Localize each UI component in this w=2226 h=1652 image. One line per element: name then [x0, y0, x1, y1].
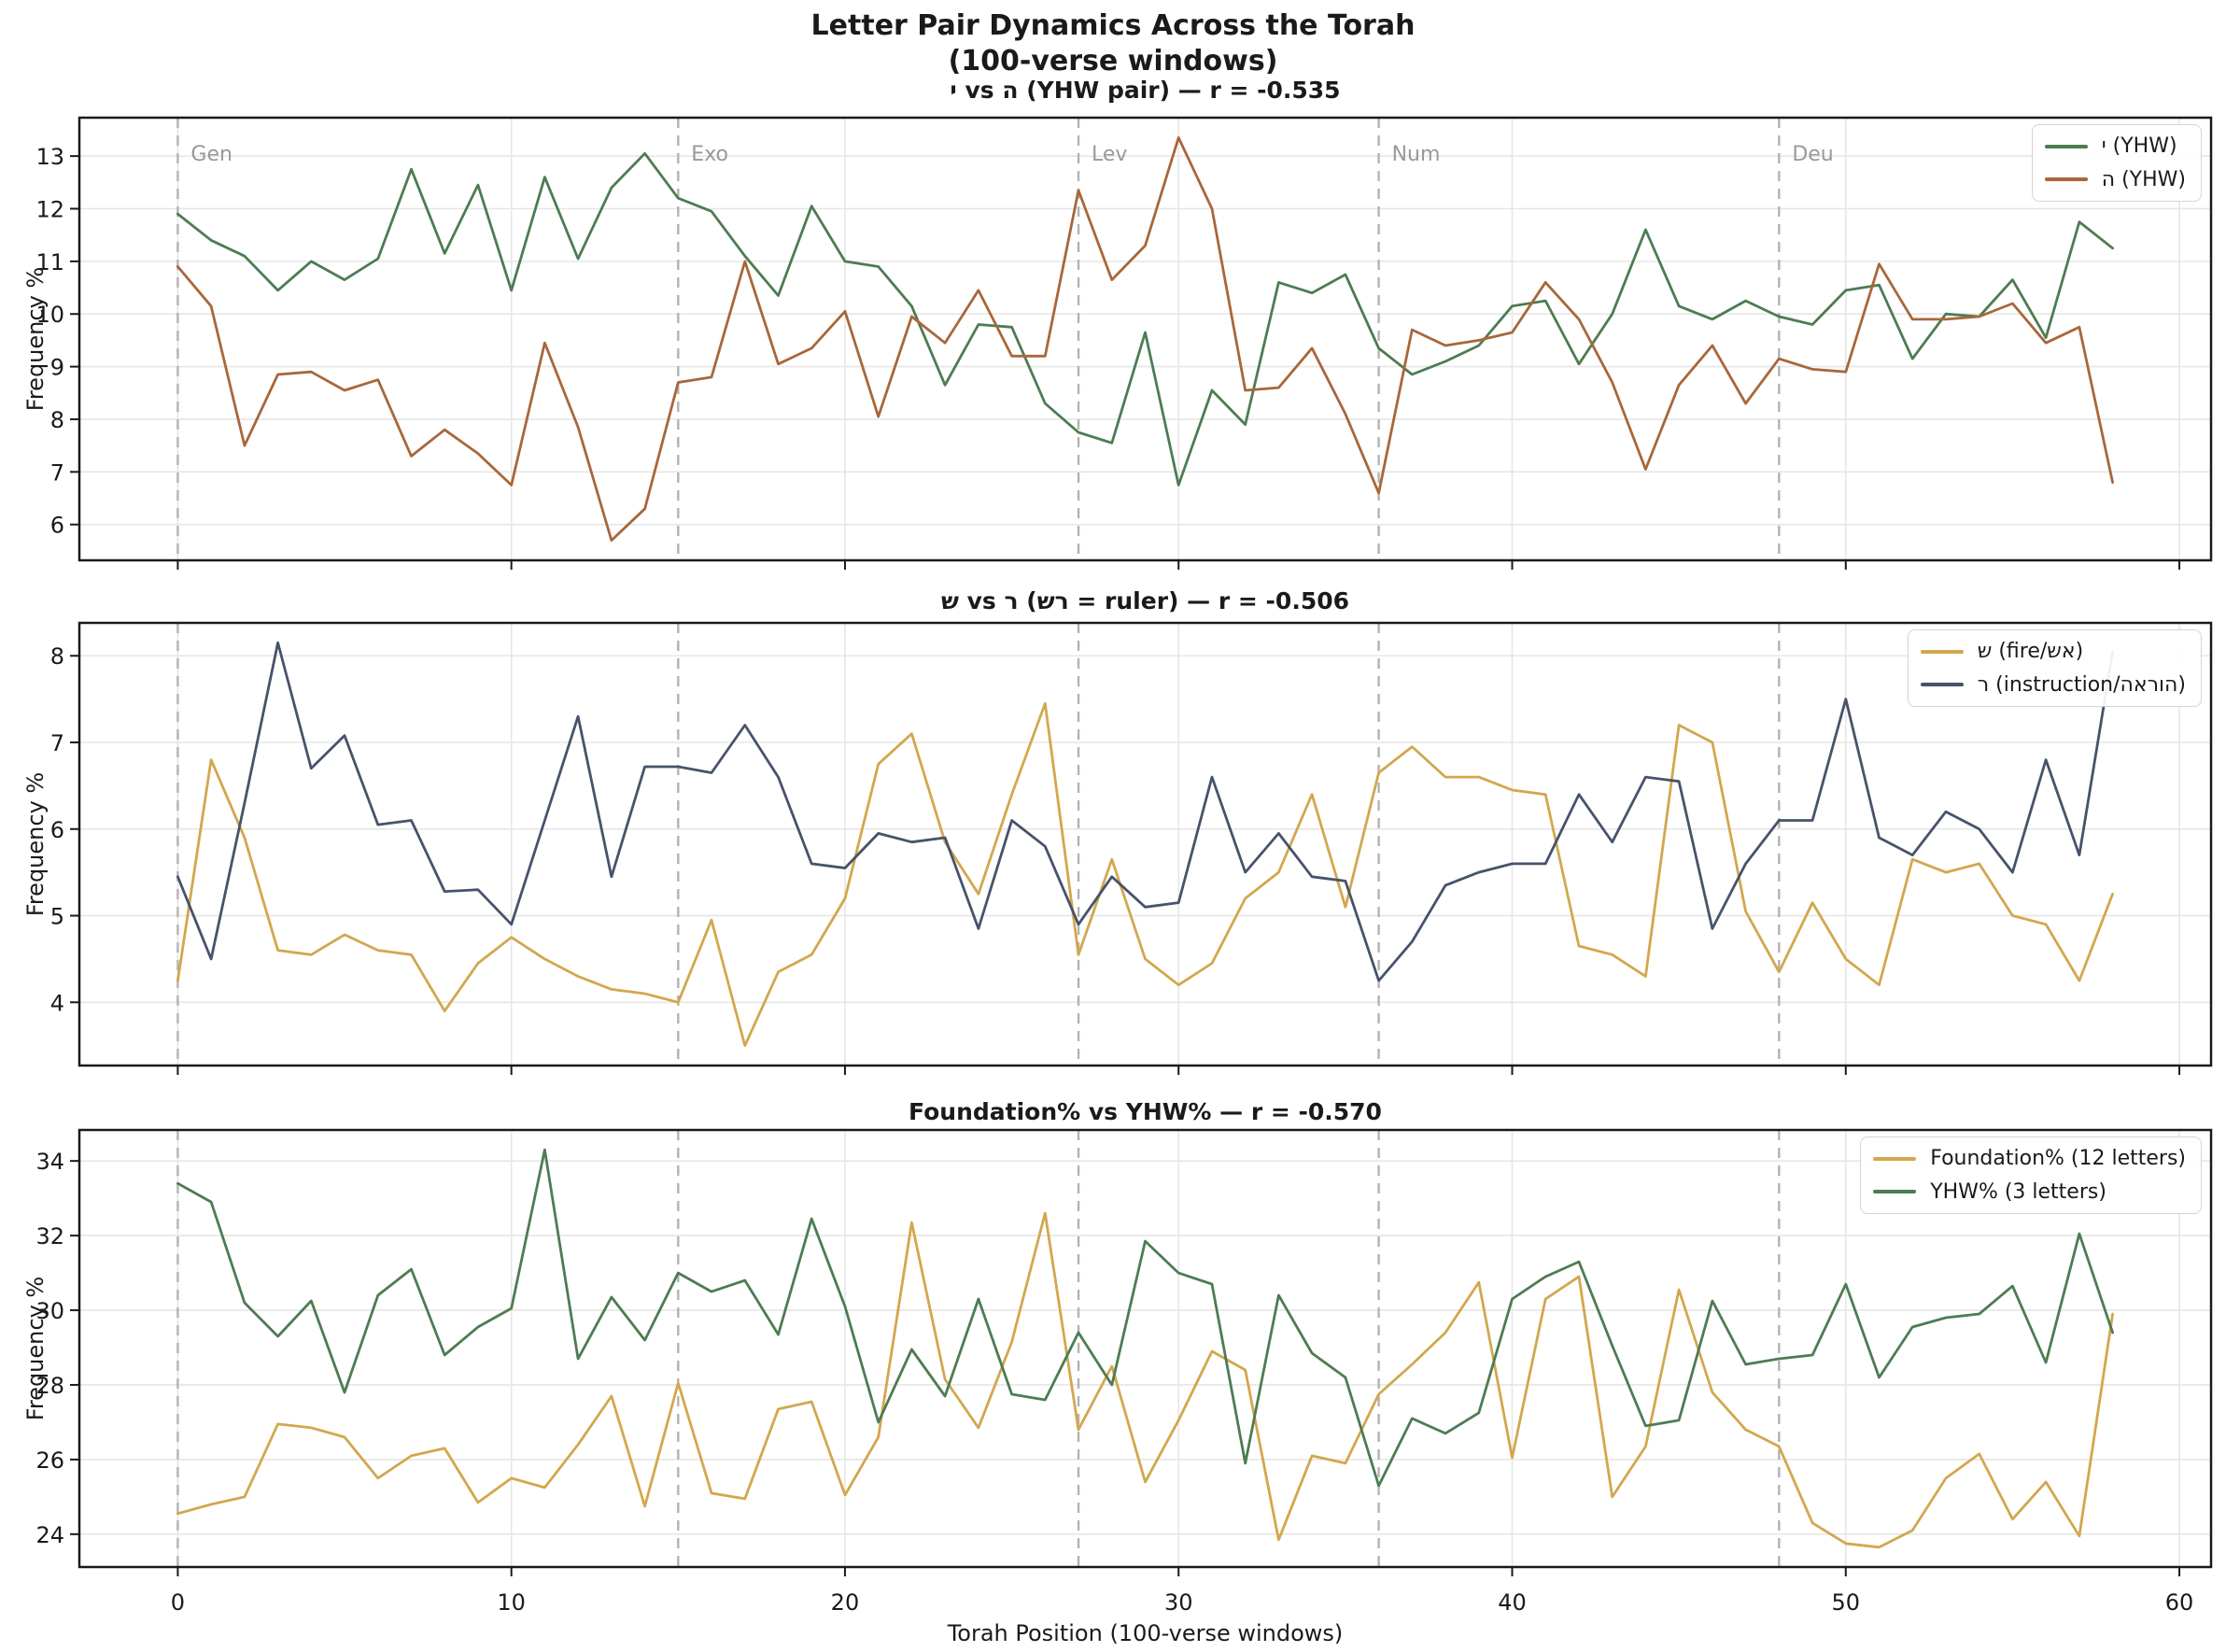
book-marker-label-gen: Gen	[190, 143, 232, 166]
line-swatch-he	[2044, 177, 2088, 182]
legend-label-foundation: Foundation% (12 letters)	[1930, 1147, 2186, 1170]
legend-item-shin: ש (fire/שא)	[1920, 639, 2186, 665]
y-tick-label: 5	[50, 904, 64, 930]
y-tick-label: 6	[50, 513, 64, 539]
x-tick-label: 50	[1832, 1589, 1861, 1616]
y-tick-label: 12	[35, 197, 64, 223]
line-swatch-yhw-pct	[1873, 1190, 1917, 1194]
y-tick-label: 28	[35, 1373, 64, 1399]
axes-spines	[77, 1128, 2213, 1569]
y-tick-label: 9	[50, 355, 64, 381]
y-tick-label: 32	[35, 1223, 64, 1250]
y-tick-label: 4	[50, 990, 64, 1016]
y-tick-label: 8	[50, 407, 64, 433]
series-line-3-2	[176, 1148, 2115, 1488]
book-marker-label-deu: Deu	[1792, 143, 1833, 166]
legend-label-yod: י (YHW)	[2101, 134, 2177, 158]
x-tick-label: 40	[1498, 1589, 1527, 1616]
y-tick-label: 24	[35, 1522, 64, 1548]
line-swatch-foundation	[1873, 1156, 1917, 1161]
series-line-1-2	[176, 135, 2115, 542]
legend-label-resh: ר (instruction/הארוה)	[1977, 672, 2186, 697]
legend-label-shin: ש (fire/שא)	[1977, 640, 2084, 663]
subplot-title-yhw-pair: י vs ה (YHW pair) — r = -0.535	[950, 77, 1341, 104]
figure-title: Letter Pair Dynamics Across the Torah	[810, 9, 1416, 42]
book-marker-label-exo: Exo	[691, 143, 728, 166]
book-marker-label-lev: Lev	[1092, 143, 1127, 166]
legend-item-yhw-pct: YHW% (3 letters)	[1873, 1179, 2186, 1206]
y-tick-label: 7	[50, 459, 64, 486]
figure-subtitle: (100-verse windows)	[948, 45, 1278, 78]
legend-plot-1: י (YHW) ה (YHW)	[2031, 124, 2202, 202]
y-axis-label-2: Frequency %	[22, 771, 49, 917]
subplot-3-plot-area: 0 10 20 30 40 50 60 24 26 28 30 32 34	[35, 1128, 2213, 1616]
line-swatch-resh	[1920, 683, 1964, 687]
line-swatch-shin	[1920, 649, 1964, 654]
y-tick-label: 30	[35, 1298, 64, 1324]
series-line-3-1	[176, 1211, 2115, 1549]
legend-label-yhw-pct: YHW% (3 letters)	[1930, 1179, 2106, 1204]
y-axis-label-1: Frequency %	[22, 266, 49, 412]
legend-item-foundation: Foundation% (12 letters)	[1873, 1146, 2186, 1172]
y-tick-label: 10	[35, 302, 64, 328]
x-tick-label: 30	[1164, 1589, 1193, 1616]
subplot-title-shin-resh: ש vs ר (שר = ruler) — r = -0.506	[940, 587, 1350, 614]
subplot-title-foundation-yhw: Foundation% vs YHW% — r = -0.570	[909, 1098, 1382, 1125]
x-tick-label: 60	[2165, 1589, 2194, 1616]
series-line-2-2	[176, 641, 2115, 982]
y-axis-label-3: Frequency %	[22, 1276, 49, 1421]
x-tick-label: 20	[831, 1589, 860, 1616]
y-tick-label: 6	[50, 817, 64, 843]
legend-item-he: ה (YHW)	[2044, 167, 2186, 193]
y-tick-label: 26	[35, 1447, 64, 1474]
book-marker-label-num: Num	[1392, 143, 1441, 166]
axes-spines	[77, 116, 2213, 562]
axes-spines	[77, 621, 2213, 1067]
legend-item-yod: י (YHW)	[2044, 134, 2186, 160]
y-tick-label: 13	[35, 144, 64, 170]
x-axis-label: Torah Position (100-verse windows)	[947, 1620, 1344, 1646]
series-line-2-1	[176, 701, 2115, 1048]
series-line-1-1	[176, 151, 2115, 487]
legend-label-he: ה (YHW)	[2101, 167, 2186, 191]
x-tick-label: 0	[171, 1589, 185, 1616]
subplot-1-plot-area: Gen Exo Lev Num Deu 6 7 8 9 10 11 12 13	[35, 116, 2213, 570]
x-tick-label: 10	[497, 1589, 526, 1616]
y-tick-label: 34	[35, 1149, 64, 1175]
y-tick-label: 7	[50, 730, 64, 756]
y-tick-label: 11	[35, 249, 64, 275]
subplot-2-plot-area: 4 5 6 7 8	[50, 621, 2213, 1075]
legend-plot-3: Foundation% (12 letters) YHW% (3 letters…	[1860, 1137, 2202, 1214]
legend-plot-2: ש (fire/שא) ר (instruction/הארוה)	[1907, 629, 2202, 707]
y-tick-label: 8	[50, 643, 64, 670]
line-swatch-yod	[2044, 144, 2088, 148]
legend-item-resh: ר (instruction/הארוה)	[1920, 672, 2186, 699]
